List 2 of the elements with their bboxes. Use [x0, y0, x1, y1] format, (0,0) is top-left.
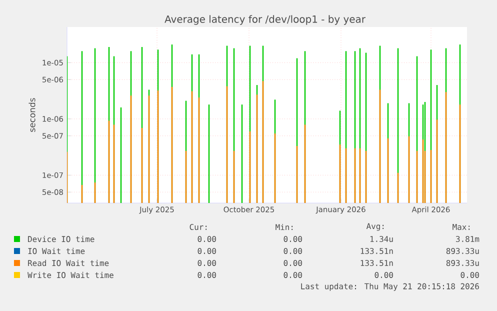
y-axis-title: seconds: [28, 98, 36, 132]
chart-title: Average latency for /dev/loop1 - by year: [164, 15, 366, 25]
